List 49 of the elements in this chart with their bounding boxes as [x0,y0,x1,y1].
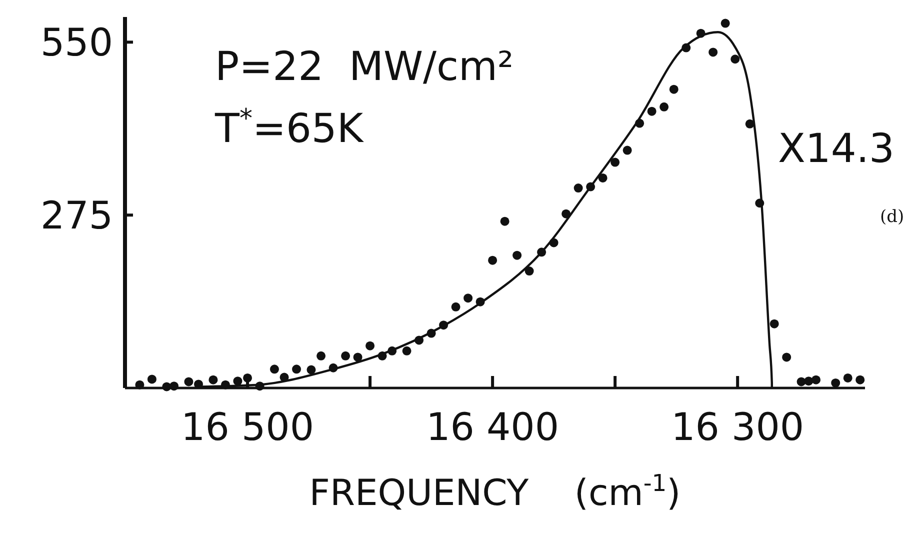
point [730,54,740,64]
x-tick-label: 16 500 [181,405,314,449]
point [574,184,583,193]
point [500,216,510,226]
point [708,48,718,57]
annotation: T$^{*}$=65K [214,104,365,152]
point [782,352,792,362]
point [208,375,218,384]
point [292,364,302,374]
point [831,378,840,388]
point [402,346,412,356]
point [720,18,730,28]
annotation: X14.3 [778,126,894,172]
point [243,373,252,382]
point [622,146,632,155]
point [856,375,865,384]
point [306,365,316,374]
point [660,102,669,112]
point [270,364,279,374]
point [524,266,534,276]
point [170,382,179,391]
point [669,84,678,94]
x-tick-label: 16 400 [426,405,560,449]
point [745,119,754,128]
point [770,319,779,328]
y-tick-label: 550 [40,20,113,64]
point [233,376,242,386]
point [488,256,498,265]
point [316,351,326,360]
point [147,374,156,384]
point [341,351,350,360]
point [464,294,473,303]
point [184,377,194,386]
point [451,302,460,312]
point [811,375,820,384]
point [843,373,852,382]
point [610,158,620,167]
y-tick-label: 275 [40,193,113,238]
text: (d) [880,207,904,227]
x-axis-title: FREQUENCY (cm$^{-1}$) [309,469,681,514]
point [366,341,375,350]
point [804,376,814,386]
point [353,352,362,362]
point [647,106,656,116]
point [512,250,522,260]
x-tick-label: 16 300 [671,405,804,449]
point [135,380,144,390]
annotation: P=22 MW/cm² [215,44,514,90]
point [598,173,608,182]
